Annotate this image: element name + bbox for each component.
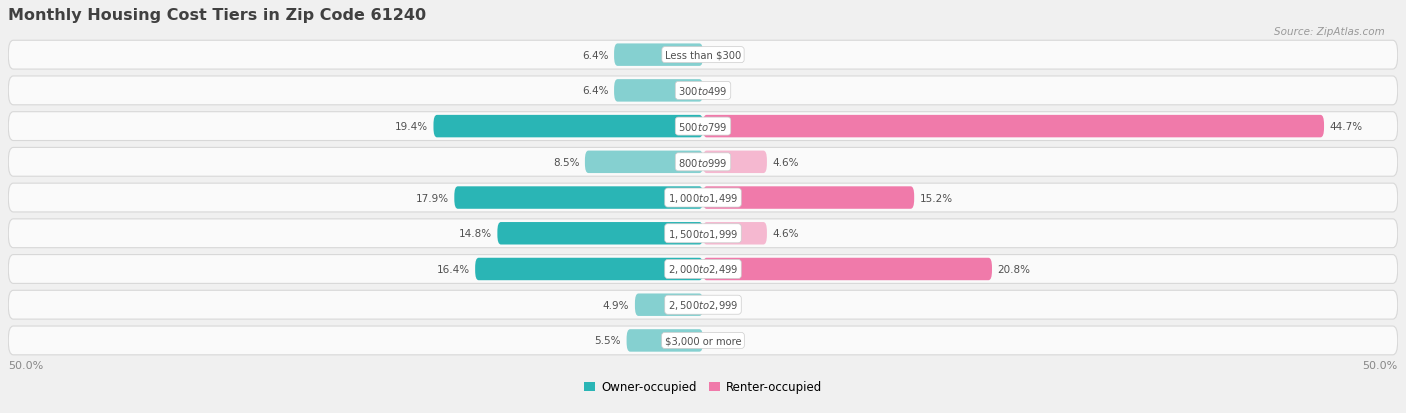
Text: 50.0%: 50.0% — [8, 360, 44, 370]
FancyBboxPatch shape — [703, 116, 1324, 138]
Text: $2,500 to $2,999: $2,500 to $2,999 — [668, 299, 738, 311]
FancyBboxPatch shape — [454, 187, 703, 209]
FancyBboxPatch shape — [614, 80, 703, 102]
Text: Monthly Housing Cost Tiers in Zip Code 61240: Monthly Housing Cost Tiers in Zip Code 6… — [8, 8, 426, 23]
Text: 44.7%: 44.7% — [1330, 122, 1362, 132]
FancyBboxPatch shape — [8, 184, 1398, 212]
Text: $800 to $999: $800 to $999 — [678, 157, 728, 169]
FancyBboxPatch shape — [8, 219, 1398, 248]
Text: 4.6%: 4.6% — [772, 229, 799, 239]
Text: $1,000 to $1,499: $1,000 to $1,499 — [668, 192, 738, 204]
Text: Less than $300: Less than $300 — [665, 50, 741, 61]
FancyBboxPatch shape — [498, 223, 703, 245]
FancyBboxPatch shape — [8, 326, 1398, 355]
FancyBboxPatch shape — [703, 223, 766, 245]
FancyBboxPatch shape — [433, 116, 703, 138]
Text: $500 to $799: $500 to $799 — [678, 121, 728, 133]
FancyBboxPatch shape — [8, 112, 1398, 141]
Text: $300 to $499: $300 to $499 — [678, 85, 728, 97]
FancyBboxPatch shape — [585, 151, 703, 173]
FancyBboxPatch shape — [475, 258, 703, 280]
FancyBboxPatch shape — [703, 258, 993, 280]
FancyBboxPatch shape — [8, 148, 1398, 177]
Text: 20.8%: 20.8% — [997, 264, 1031, 274]
Text: 50.0%: 50.0% — [1362, 360, 1398, 370]
FancyBboxPatch shape — [8, 77, 1398, 106]
FancyBboxPatch shape — [8, 255, 1398, 284]
Text: $3,000 or more: $3,000 or more — [665, 336, 741, 346]
Legend: Owner-occupied, Renter-occupied: Owner-occupied, Renter-occupied — [579, 376, 827, 398]
Text: 4.9%: 4.9% — [603, 300, 630, 310]
Text: 19.4%: 19.4% — [395, 122, 427, 132]
Text: Source: ZipAtlas.com: Source: ZipAtlas.com — [1274, 27, 1385, 37]
Text: $1,500 to $1,999: $1,500 to $1,999 — [668, 227, 738, 240]
Text: 15.2%: 15.2% — [920, 193, 953, 203]
FancyBboxPatch shape — [8, 41, 1398, 70]
FancyBboxPatch shape — [8, 291, 1398, 319]
Text: 17.9%: 17.9% — [416, 193, 449, 203]
FancyBboxPatch shape — [636, 294, 703, 316]
Text: $2,000 to $2,499: $2,000 to $2,499 — [668, 263, 738, 276]
Text: 6.4%: 6.4% — [582, 50, 609, 61]
FancyBboxPatch shape — [614, 44, 703, 67]
FancyBboxPatch shape — [703, 151, 766, 173]
Text: 6.4%: 6.4% — [582, 86, 609, 96]
Text: 4.6%: 4.6% — [772, 157, 799, 167]
Text: 14.8%: 14.8% — [458, 229, 492, 239]
FancyBboxPatch shape — [627, 330, 703, 352]
FancyBboxPatch shape — [703, 187, 914, 209]
Text: 16.4%: 16.4% — [436, 264, 470, 274]
Text: 5.5%: 5.5% — [595, 336, 621, 346]
Text: 8.5%: 8.5% — [553, 157, 579, 167]
